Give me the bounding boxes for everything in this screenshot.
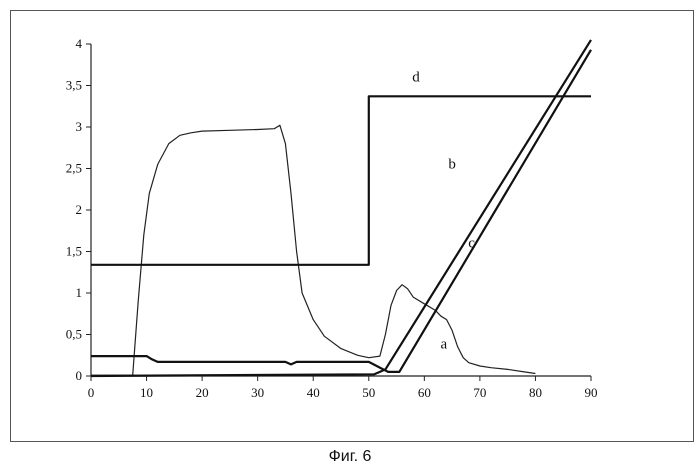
y-tick-label: 2,5 [66, 161, 82, 176]
series-d-label: d [412, 69, 420, 85]
x-tick-label: 50 [362, 385, 375, 400]
x-tick-label: 60 [418, 385, 431, 400]
x-tick-label: 90 [585, 385, 598, 400]
x-tick-label: 20 [196, 385, 209, 400]
series-d-line [91, 96, 591, 264]
series-a-label: a [440, 337, 447, 353]
x-tick-label: 40 [307, 385, 320, 400]
y-tick-label: 0 [76, 368, 83, 383]
series-group [91, 40, 591, 376]
y-tick-label: 3 [76, 119, 83, 134]
x-tick-label: 80 [529, 385, 542, 400]
figure-caption: Фиг. 6 [0, 448, 700, 466]
series-b-line [91, 40, 591, 376]
y-tick-label: 0,5 [66, 327, 82, 342]
y-tick-label: 4 [76, 36, 83, 51]
series-c-line [91, 50, 591, 372]
x-tick-label: 0 [88, 385, 95, 400]
x-tick-label: 10 [140, 385, 153, 400]
y-tick-label: 1 [76, 285, 83, 300]
x-tick-label: 70 [473, 385, 486, 400]
y-tick-label: 2 [76, 202, 83, 217]
y-tick-label: 3,5 [66, 78, 82, 93]
series-c-label: c [468, 235, 475, 251]
y-tick-label: 1,5 [66, 244, 82, 259]
x-tick-label: 30 [251, 385, 264, 400]
chart-frame: 0 10 20 30 40 50 60 70 80 90 0 0,5 1 1,5 2 2,5 3 3,5 4 a b c… [10, 10, 694, 442]
series-b-label: b [448, 157, 456, 173]
line-chart: 0 10 20 30 40 50 60 70 80 90 0 0,5 1 1,5 2 2,5 3 3,5 4 a b c… [11, 11, 695, 443]
